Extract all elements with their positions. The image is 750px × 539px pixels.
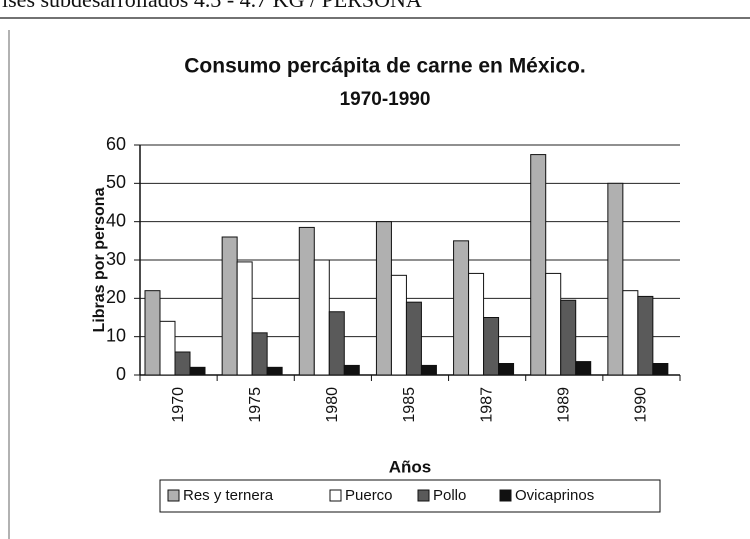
legend-swatch bbox=[329, 489, 342, 502]
x-tick-label: 1985 bbox=[401, 387, 418, 423]
y-tick-label: 0 bbox=[116, 364, 126, 384]
x-tick-label: 1987 bbox=[478, 387, 495, 423]
bar bbox=[375, 221, 392, 376]
bar bbox=[343, 364, 360, 376]
page-header: ises subdesarrollados 4.3 - 4.7 KG / PER… bbox=[2, 0, 422, 12]
x-tick-label: 1975 bbox=[247, 387, 264, 423]
bar bbox=[144, 290, 161, 376]
x-tick-label: 1989 bbox=[556, 387, 573, 423]
bar bbox=[530, 154, 547, 376]
legend-box bbox=[159, 479, 661, 513]
y-tick-label: 10 bbox=[106, 325, 126, 345]
y-tick-label: 20 bbox=[106, 287, 126, 307]
legend-swatch bbox=[417, 489, 430, 502]
legend-label: Ovicaprinos bbox=[515, 487, 594, 504]
bar bbox=[159, 320, 176, 376]
x-tick-label: 1990 bbox=[633, 387, 650, 423]
bar bbox=[453, 240, 470, 376]
chart-title: Consumo percápita de carne en México. bbox=[184, 55, 585, 78]
bar bbox=[313, 259, 330, 376]
bar bbox=[420, 364, 437, 376]
x-tick-label: 1970 bbox=[170, 387, 187, 423]
bar bbox=[560, 299, 577, 376]
legend-swatch bbox=[499, 489, 512, 502]
legend-label: Pollo bbox=[433, 487, 466, 504]
bar bbox=[575, 361, 592, 376]
y-tick-label: 40 bbox=[106, 210, 126, 230]
legend-label: Res y ternera bbox=[183, 487, 274, 504]
bar bbox=[189, 366, 206, 376]
bar bbox=[637, 295, 654, 376]
bar bbox=[174, 351, 191, 376]
bar bbox=[468, 272, 485, 376]
bar bbox=[607, 182, 624, 376]
bar bbox=[328, 311, 345, 376]
y-axis-label: Libras por persona bbox=[91, 187, 108, 332]
bar bbox=[545, 272, 562, 376]
bar bbox=[298, 226, 315, 376]
bar bbox=[236, 261, 253, 376]
bar bbox=[390, 274, 407, 376]
bar bbox=[652, 363, 669, 376]
bar bbox=[221, 236, 238, 376]
x-tick-label: 1980 bbox=[324, 387, 341, 423]
bar bbox=[498, 363, 515, 376]
legend-swatch bbox=[167, 489, 180, 502]
bar bbox=[251, 332, 268, 376]
y-tick-label: 30 bbox=[106, 249, 126, 269]
bar bbox=[483, 317, 500, 376]
bar bbox=[622, 290, 639, 376]
x-axis-label: Años bbox=[389, 457, 432, 476]
bar bbox=[266, 366, 283, 376]
bar bbox=[405, 301, 422, 376]
y-tick-label: 50 bbox=[106, 172, 126, 192]
legend-label: Puerco bbox=[345, 487, 393, 504]
chart-subtitle: 1970-1990 bbox=[340, 89, 431, 110]
y-tick-label: 60 bbox=[106, 134, 126, 154]
